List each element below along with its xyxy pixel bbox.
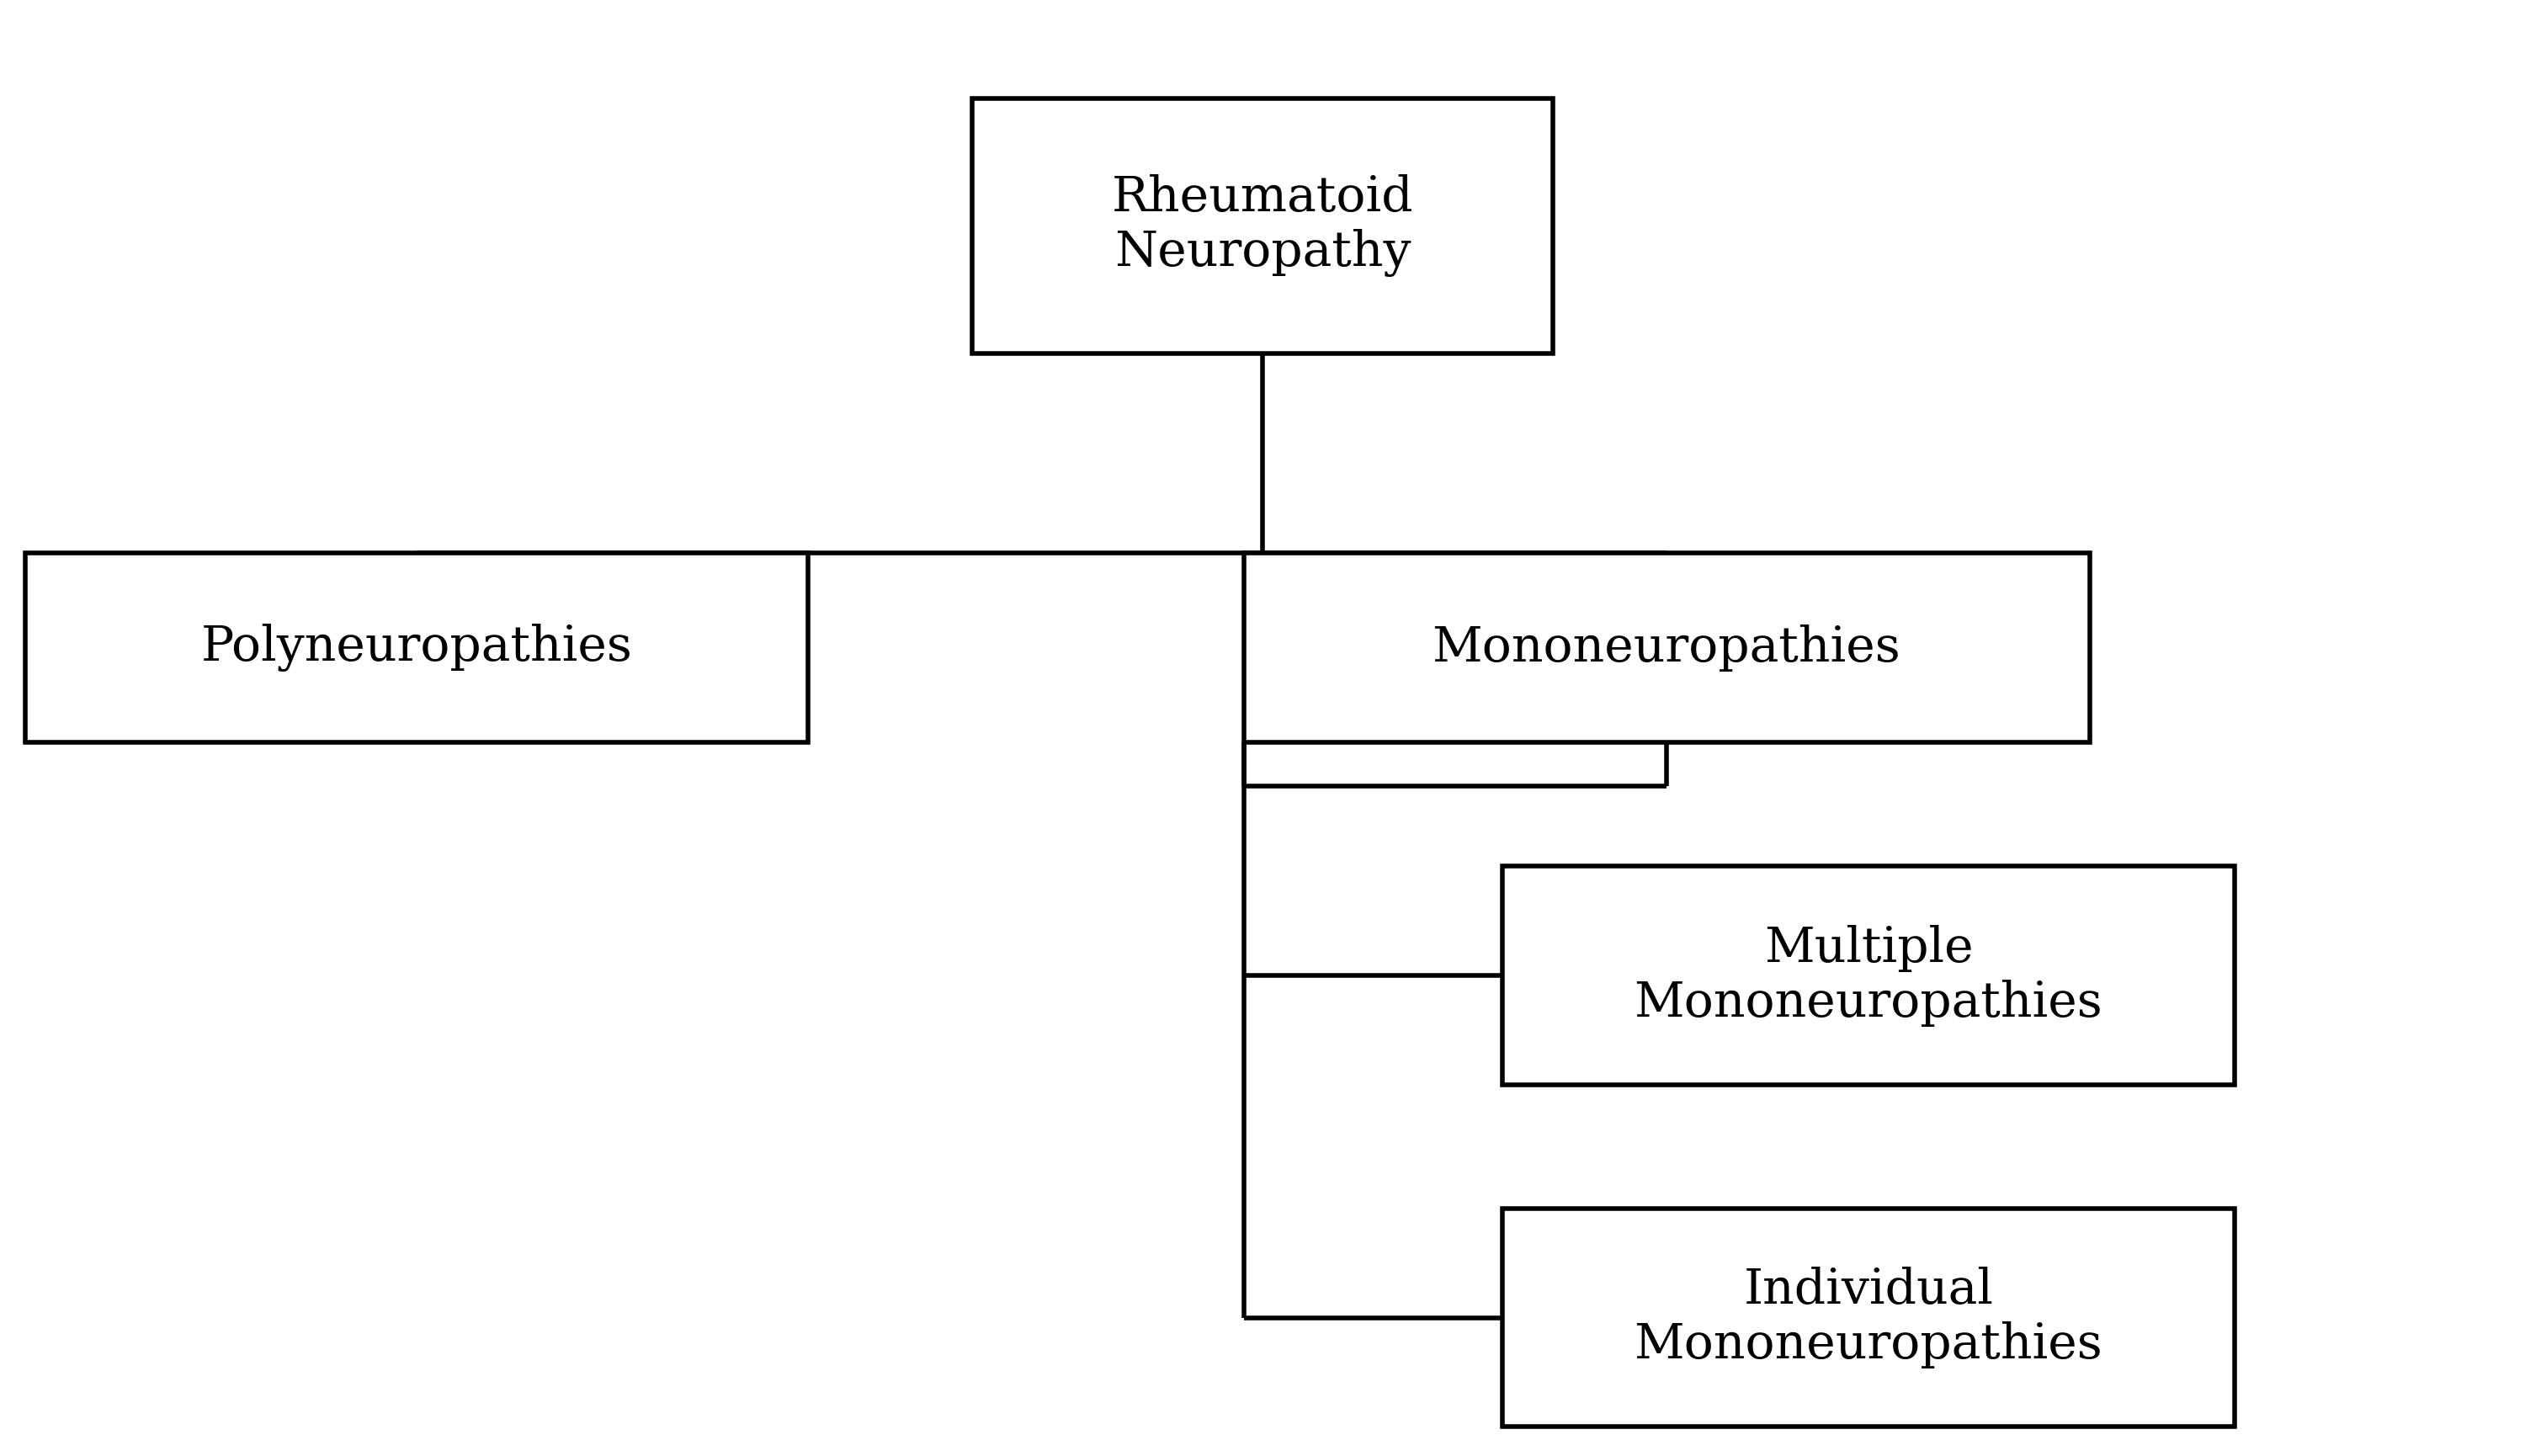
Text: Individual
Mononeuropathies: Individual Mononeuropathies <box>1634 1267 2103 1369</box>
FancyBboxPatch shape <box>1245 553 2091 743</box>
FancyBboxPatch shape <box>1502 866 2235 1085</box>
FancyBboxPatch shape <box>1502 1208 2235 1427</box>
Text: Mononeuropathies: Mononeuropathies <box>1432 625 1901 671</box>
FancyBboxPatch shape <box>972 99 1553 354</box>
Text: Multiple
Mononeuropathies: Multiple Mononeuropathies <box>1634 925 2103 1026</box>
FancyBboxPatch shape <box>25 553 808 743</box>
Text: Rheumatoid
Neuropathy: Rheumatoid Neuropathy <box>1111 175 1414 277</box>
Text: Polyneuropathies: Polyneuropathies <box>202 625 631 671</box>
